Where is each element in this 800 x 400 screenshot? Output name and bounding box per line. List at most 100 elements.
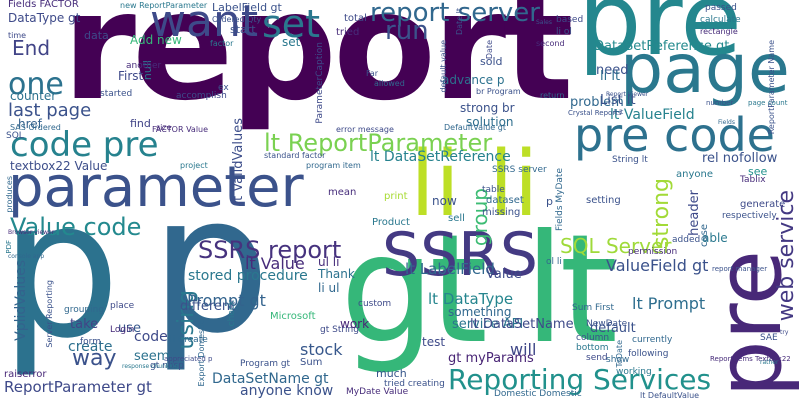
word: solution xyxy=(466,115,514,129)
word: li ul xyxy=(318,281,340,295)
word: one xyxy=(8,67,64,102)
word: tried xyxy=(336,27,360,38)
word: find xyxy=(130,117,151,130)
word: sold xyxy=(480,55,503,68)
word: DataType gt xyxy=(8,11,81,25)
word: second xyxy=(536,39,565,48)
word: Ordered Qty xyxy=(212,15,262,24)
word: number xyxy=(706,99,734,107)
word: create xyxy=(68,339,113,355)
word: stock xyxy=(300,340,343,359)
word: Fields MyDate xyxy=(555,168,565,231)
word: work xyxy=(340,317,370,331)
word: lt DataType xyxy=(428,290,514,308)
word: li lt xyxy=(614,109,624,116)
word: ex xyxy=(218,83,229,93)
word: advance p xyxy=(442,73,505,87)
word: started xyxy=(100,89,133,99)
word: now xyxy=(432,194,457,208)
word: pre xyxy=(578,0,742,78)
word: SSRS report xyxy=(198,236,342,264)
word: p xyxy=(0,159,121,380)
word: page count xyxy=(748,99,788,107)
word: Login xyxy=(110,325,135,335)
word: stored procedure xyxy=(188,268,308,284)
word: p xyxy=(546,195,553,208)
word: place xyxy=(110,301,135,311)
word: Domestic Domestic xyxy=(494,389,582,399)
word: Report Viewer xyxy=(606,91,649,98)
word: report server xyxy=(370,0,540,28)
word: take xyxy=(70,317,99,332)
word: case xyxy=(699,224,710,247)
word: sell xyxy=(448,213,465,224)
word: added xyxy=(672,235,701,245)
word: currently xyxy=(632,335,673,345)
word: PDF xyxy=(5,240,13,254)
word: try xyxy=(780,329,789,336)
word: lt ValidValues xyxy=(231,118,246,205)
word: permission xyxy=(628,247,678,257)
word: use xyxy=(118,321,142,336)
word: DataSetName gt xyxy=(212,371,329,387)
word: column xyxy=(576,333,610,343)
word: rectangle xyxy=(700,27,738,36)
word: grouping xyxy=(64,305,105,315)
word: lt DataSetReference xyxy=(370,149,511,165)
word: DefaultValue gt xyxy=(444,123,506,132)
word: default xyxy=(590,321,636,336)
word: SAE xyxy=(760,333,778,343)
word: lt DefaultValue xyxy=(640,391,700,400)
word: appreciated p xyxy=(164,355,213,363)
word: End xyxy=(12,36,51,60)
word: another xyxy=(126,61,162,71)
word: lt DataSetName xyxy=(470,317,574,332)
word: setting xyxy=(586,195,621,206)
word: missing xyxy=(482,207,521,218)
word: want xyxy=(150,0,259,47)
word: working xyxy=(616,367,652,377)
word: ReportParameter Name xyxy=(767,40,776,135)
word: ReportItems Textbox22 xyxy=(710,355,791,363)
word: project xyxy=(180,161,208,170)
word: will xyxy=(510,340,537,359)
word: href xyxy=(18,117,42,131)
word: service API xyxy=(452,317,524,332)
word: Product xyxy=(372,217,410,228)
word: set xyxy=(282,35,301,49)
word: lt Value xyxy=(245,254,305,273)
word: error message xyxy=(336,125,394,134)
word: gt nbsp xyxy=(150,361,184,371)
word: report xyxy=(62,0,574,134)
word: report manager xyxy=(712,265,768,273)
word: seem xyxy=(134,349,170,364)
word: Browser viewer xyxy=(8,229,55,236)
word: standard factor xyxy=(264,151,326,160)
word: String lt xyxy=(612,155,648,165)
word: calculate xyxy=(700,15,741,25)
word: First xyxy=(118,69,144,83)
word: mean xyxy=(328,187,357,198)
word: SAS Ordered xyxy=(10,123,61,132)
word: based xyxy=(556,15,584,25)
word: size xyxy=(156,123,172,132)
word: br Program xyxy=(476,87,521,96)
word: accomplish xyxy=(176,91,227,101)
word: response chunking xyxy=(122,363,179,370)
word: MyDate Value xyxy=(346,387,409,397)
word: generate xyxy=(740,199,786,210)
word: Microsoft xyxy=(270,311,316,322)
word: table xyxy=(482,185,505,195)
word: send xyxy=(586,353,608,363)
word: Date lt xyxy=(455,8,464,36)
word: check xyxy=(227,300,237,327)
word: Thank xyxy=(318,267,355,281)
word: ToDate xyxy=(615,340,624,368)
word: bottom xyxy=(576,343,609,353)
word: Far xyxy=(366,69,379,78)
word: data xyxy=(84,29,109,42)
word: way xyxy=(72,346,117,371)
word: see xyxy=(748,165,768,178)
word: raiserror xyxy=(4,369,47,380)
